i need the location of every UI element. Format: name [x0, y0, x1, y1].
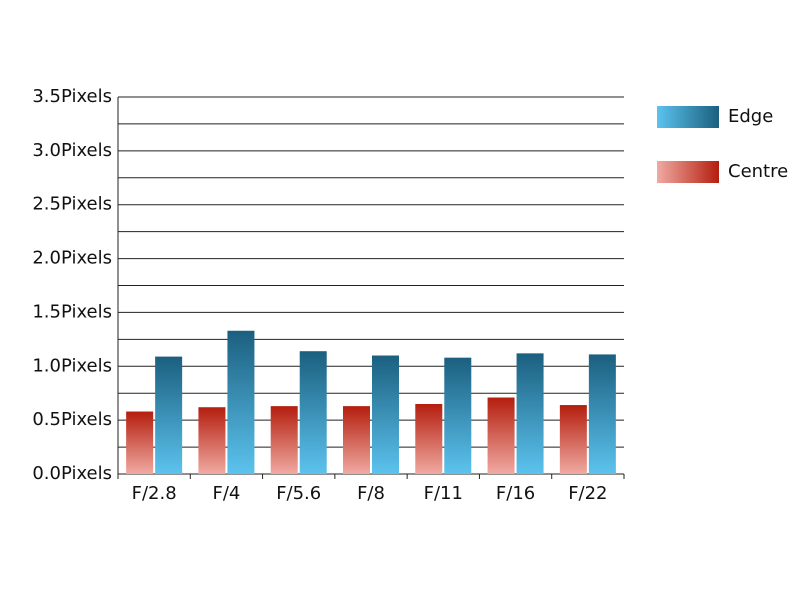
- bar: [516, 353, 544, 474]
- x-tick-label: F/4: [212, 483, 240, 504]
- bar: [372, 355, 399, 474]
- y-tick-label: 2.0Pixels: [32, 248, 112, 269]
- bar: [487, 397, 515, 474]
- legend-label: Centre: [728, 161, 788, 182]
- bar: [227, 330, 255, 474]
- bar: [444, 357, 472, 474]
- bar: [198, 407, 226, 474]
- bar: [126, 411, 154, 474]
- bar: [588, 354, 616, 474]
- x-tick-label: F/16: [496, 483, 535, 504]
- bar: [415, 403, 443, 474]
- x-tick-label: F/8: [357, 483, 385, 504]
- y-tick-label: 3.0Pixels: [32, 140, 112, 161]
- y-tick-label: 1.5Pixels: [32, 301, 112, 322]
- y-tick-label: 0.0Pixels: [32, 463, 112, 484]
- y-tick-label: 3.5Pixels: [32, 86, 112, 107]
- bar: [343, 406, 370, 474]
- y-tick-label: 0.5Pixels: [32, 409, 112, 430]
- y-tick-label: 1.0Pixels: [32, 355, 112, 376]
- legend-swatch: [657, 106, 719, 128]
- x-tick-label: F/11: [424, 483, 463, 504]
- bar: [155, 356, 183, 474]
- legend-label: Edge: [728, 106, 773, 127]
- x-tick-label: F/5.6: [276, 483, 321, 504]
- bar: [559, 405, 587, 474]
- bar: [299, 351, 327, 474]
- bar: [270, 406, 298, 474]
- legend-swatch: [657, 161, 719, 183]
- x-tick-label: F/22: [568, 483, 607, 504]
- y-tick-label: 2.5Pixels: [32, 194, 112, 215]
- x-tick-label: F/2.8: [132, 483, 177, 504]
